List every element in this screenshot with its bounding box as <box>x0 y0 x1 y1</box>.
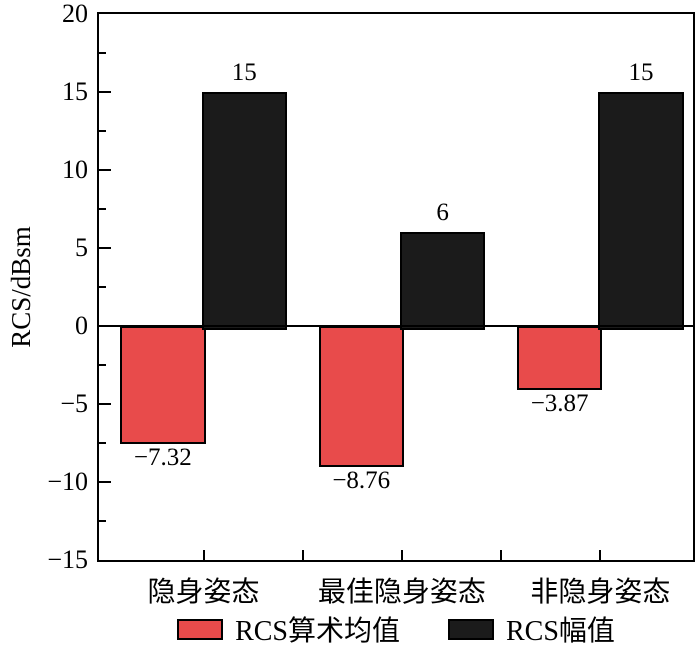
value-label: −3.87 <box>530 390 589 418</box>
y-tick <box>99 442 106 444</box>
x-tick <box>500 550 503 560</box>
value-label: 15 <box>628 59 654 86</box>
value-label: 6 <box>436 199 449 227</box>
category-label-2: 非隐身姿态 <box>530 577 671 608</box>
category-label-1: 最佳隐身姿态 <box>317 577 486 608</box>
y-tick-label: −10 <box>47 467 88 496</box>
value-label: −8.76 <box>332 466 391 494</box>
plot-area: −7.32 −8.76 −3.87 15 6 15 <box>97 12 695 562</box>
y-tick <box>99 91 111 93</box>
legend-swatch-black <box>448 618 494 640</box>
y-tick-label: 10 <box>62 155 88 184</box>
legend-swatch-red <box>177 618 224 640</box>
x-category-labels: 隐身姿态 最佳隐身姿态 非隐身姿态 <box>99 570 693 608</box>
y-tick <box>99 520 106 522</box>
value-label: −7.32 <box>133 444 192 472</box>
bar-amplitude-0 <box>201 92 287 330</box>
y-tick <box>99 169 111 171</box>
x-tick <box>301 550 304 560</box>
y-tick <box>99 481 111 483</box>
bar-mean-0 <box>120 326 206 445</box>
value-label: 15 <box>231 59 257 86</box>
legend-item-rcs-mean: RCS算术均值 <box>177 609 400 648</box>
legend-label-rcs-amplitude: RCS幅值 <box>506 616 615 647</box>
y-tick <box>99 52 106 54</box>
y-tick-label: 15 <box>62 77 88 106</box>
y-tick <box>99 286 106 288</box>
x-tick <box>599 550 602 560</box>
y-tick-labels: 20 15 10 5 0 −5 −10 −15 <box>0 0 88 574</box>
y-tick-label: 5 <box>75 233 88 262</box>
y-tick <box>99 208 106 210</box>
y-tick <box>99 247 111 249</box>
legend-item-rcs-amplitude: RCS幅值 <box>448 609 615 648</box>
legend: RCS算术均值 RCS幅值 <box>97 609 695 648</box>
zero-baseline <box>99 325 693 327</box>
y-tick <box>99 364 106 366</box>
y-tick <box>99 403 111 405</box>
y-tick-label: −5 <box>60 389 88 418</box>
category-label-0: 隐身姿态 <box>147 577 260 608</box>
bar-mean-2 <box>516 326 603 391</box>
y-tick <box>99 130 106 132</box>
bar-amplitude-1 <box>399 232 486 330</box>
bar-amplitude-2 <box>598 92 684 330</box>
y-tick-label: −15 <box>47 545 88 574</box>
x-tick <box>400 550 403 560</box>
y-tick-label: 0 <box>75 311 88 340</box>
legend-label-rcs-mean: RCS算术均值 <box>235 616 400 647</box>
y-tick-label: 20 <box>62 0 88 28</box>
x-tick <box>202 550 205 560</box>
bar-mean-1 <box>318 326 404 467</box>
y-tick <box>99 325 111 327</box>
